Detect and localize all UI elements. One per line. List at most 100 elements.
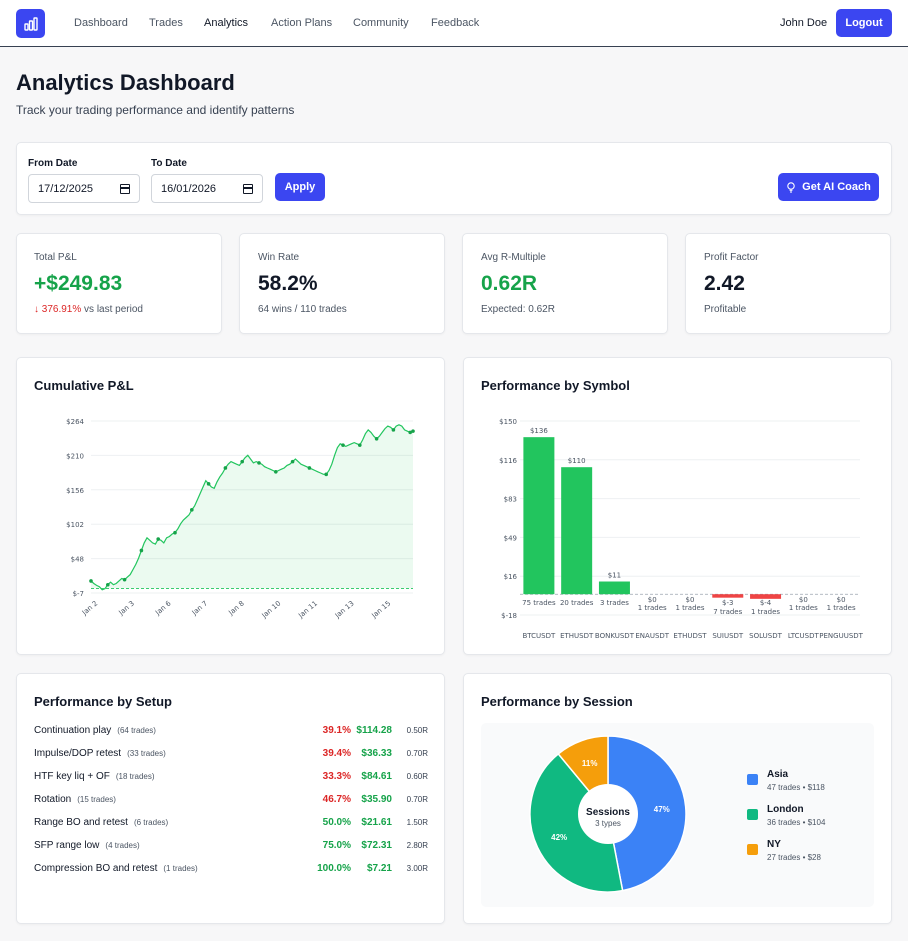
data-point[interactable]	[411, 429, 415, 433]
data-point[interactable]	[341, 443, 345, 447]
bar-trades-label: 3 trades	[600, 599, 629, 607]
symbol-bar[interactable]	[523, 437, 555, 595]
symbol-bar[interactable]	[712, 594, 744, 598]
data-point[interactable]	[89, 579, 93, 583]
setup-pnl: $7.21	[366, 863, 392, 874]
setup-name-text: SFP range low	[34, 840, 100, 851]
y-tick-label: $83	[504, 496, 517, 504]
symbol-bar[interactable]	[598, 581, 630, 595]
to-date-value: 16/01/2026	[161, 182, 217, 195]
ai-coach-button[interactable]: Get AI Coach	[778, 173, 879, 201]
calendar-icon[interactable]	[120, 184, 130, 194]
data-point[interactable]	[358, 443, 362, 447]
cumulative-pnl-chart: $264 $210 $156 $102 $48 $-7 Jan 2 Jan 3 Jan 6 Ja…	[66, 418, 415, 620]
data-point[interactable]	[223, 466, 228, 470]
stat-card-total-pnl	[16, 233, 222, 334]
data-point[interactable]	[240, 459, 244, 464]
pie-slice-london[interactable]	[529, 752, 624, 893]
nav-feedback[interactable]: Feedback	[431, 17, 480, 29]
apply-button[interactable]: Apply	[275, 173, 325, 201]
data-point[interactable]	[139, 548, 144, 553]
data-point[interactable]	[190, 508, 194, 512]
from-date-input[interactable]: 17/12/2025	[28, 174, 140, 203]
legend-name: NY	[767, 839, 781, 850]
stat-value: +$249.83	[34, 272, 123, 295]
nav-community[interactable]: Community	[353, 17, 409, 29]
logout-button[interactable]: Logout	[836, 9, 892, 37]
stat-foot: 64 wins / 110 trades	[258, 304, 347, 315]
nav-analytics[interactable]: Analytics	[204, 17, 249, 29]
lightbulb-icon	[787, 181, 795, 193]
bar-value-label: $110	[568, 457, 586, 465]
data-point[interactable]	[408, 430, 413, 435]
data-point[interactable]	[257, 461, 261, 465]
pie-center	[578, 784, 638, 844]
calendar-icon[interactable]	[243, 184, 253, 194]
bar-trades-label: 1 trades	[638, 604, 667, 612]
setup-name-text: Range BO and retest	[34, 817, 128, 828]
data-point[interactable]	[324, 472, 329, 477]
to-date-input[interactable]: 16/01/2026	[151, 174, 263, 203]
pie-slice-asia[interactable]	[607, 735, 687, 892]
stat-foot: Expected: 0.62R	[481, 304, 555, 315]
setup-row: Rotation (15 trades) 46.7% $35.90 0.70R	[34, 794, 428, 812]
x-category-label: PENGUUSDT	[819, 632, 863, 640]
stat-value: 2.42	[704, 272, 745, 295]
legend-swatch	[747, 774, 758, 785]
arrow-down-icon: ↓	[34, 304, 39, 315]
session-pie-chart: 47% 42% 11% Sessions 3 types	[529, 735, 687, 893]
x-tick-label: Jan 3	[117, 599, 136, 617]
x-tick-label: Jan 8	[226, 599, 245, 617]
from-date-label: From Date	[28, 158, 78, 169]
bar-trades-label: 1 trades	[751, 608, 780, 616]
symbol-bar[interactable]	[561, 467, 593, 595]
pie-slice-label: 11%	[582, 759, 598, 768]
y-tick-label: $49	[504, 534, 517, 542]
setup-r-multiple: 2.80R	[406, 841, 428, 850]
cumulative-pnl-title: Cumulative P&L	[34, 378, 134, 393]
setup-r-multiple: 0.50R	[406, 726, 428, 735]
legend-sub: 27 trades • $28	[767, 853, 821, 862]
data-point[interactable]	[122, 577, 127, 582]
setup-pnl: $114.28	[356, 725, 392, 736]
x-tick-label: Jan 2	[80, 599, 99, 617]
setup-name: SFP range low (4 trades)	[34, 840, 140, 851]
x-tick-label: Jan 6	[153, 599, 173, 617]
bar-trades-label: 75 trades	[522, 599, 556, 607]
data-point[interactable]	[274, 469, 278, 474]
data-point[interactable]	[206, 482, 211, 486]
nav-action-plans[interactable]: Action Plans	[271, 17, 333, 29]
setup-win-rate: 33.3%	[322, 771, 351, 782]
data-point[interactable]	[290, 459, 295, 464]
stat-change: ↓ 376.91% vs last period	[34, 304, 143, 315]
x-tick-label: Jan 10	[260, 599, 283, 620]
data-point[interactable]	[307, 466, 312, 470]
setup-name: Impulse/DOP retest (33 trades)	[34, 748, 166, 759]
y-tick-label: $-7	[73, 590, 84, 598]
setup-name: Continuation play (64 trades)	[34, 725, 156, 736]
setup-name: Compression BO and retest (1 trades)	[34, 863, 198, 874]
x-category-label: SUIUSDT	[712, 632, 744, 640]
setup-row: Continuation play (64 trades) 39.1% $114.28…	[34, 725, 428, 743]
data-point[interactable]	[173, 530, 177, 535]
setup-pnl: $84.61	[361, 771, 392, 782]
bar-value-label: $136	[530, 427, 548, 435]
bar-value-label: $0	[648, 596, 657, 604]
data-point[interactable]	[391, 428, 396, 432]
symbol-bar[interactable]	[750, 594, 782, 599]
pie-center-sub: 3 types	[595, 819, 621, 828]
data-point[interactable]	[156, 537, 160, 541]
x-category-label: ETHUDST	[673, 632, 707, 640]
data-point[interactable]	[106, 582, 110, 587]
bar-trades-label: 1 trades	[676, 604, 705, 612]
app-logo-icon[interactable]	[16, 9, 45, 38]
from-date-value: 17/12/2025	[38, 182, 94, 195]
nav-dashboard[interactable]: Dashboard	[74, 17, 128, 29]
ai-coach-label: Get AI Coach	[802, 181, 871, 193]
bar-value-label: $-3	[722, 599, 733, 607]
nav-trades[interactable]: Trades	[149, 17, 183, 29]
data-point[interactable]	[374, 436, 379, 441]
setup-name-text: Continuation play	[34, 725, 112, 736]
x-category-label: ENAUSDT	[635, 632, 669, 640]
legend-swatch	[747, 844, 758, 855]
